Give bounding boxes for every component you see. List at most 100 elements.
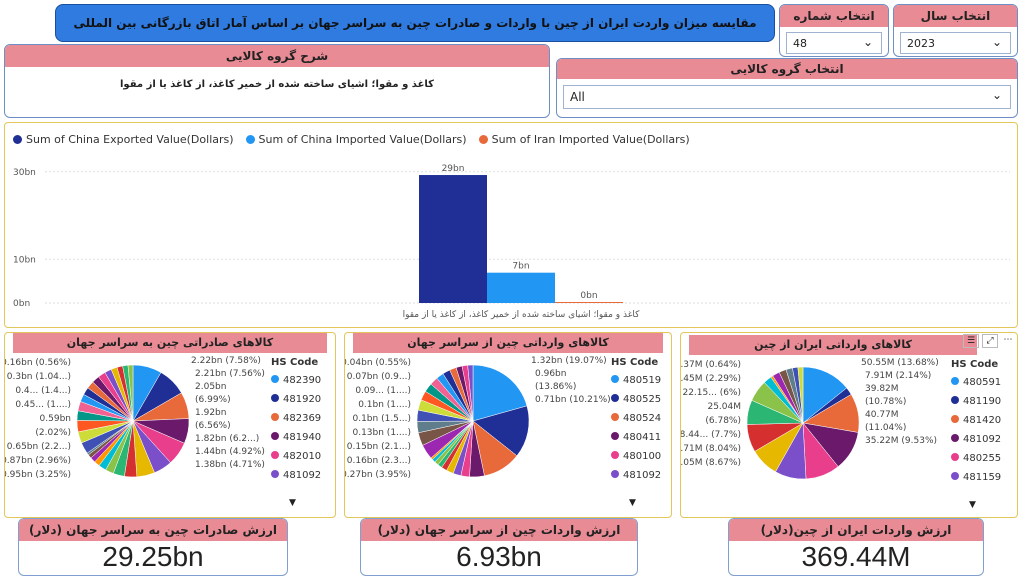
card-value: 6.93bn bbox=[456, 541, 542, 572]
pie-data-label: 0.65bn (2.2...) bbox=[7, 442, 71, 452]
pie-data-label: 0.07bn (0.9...) bbox=[347, 372, 411, 382]
visual-toolbar: ☰ ⤢ ⋯ bbox=[963, 334, 1015, 348]
legend-dot bbox=[951, 453, 959, 461]
legend-dot bbox=[951, 472, 959, 480]
legend-dot bbox=[478, 135, 488, 144]
pie-data-label: 1.32bn (19.07%) bbox=[531, 356, 607, 366]
pie-data-label: 0.04bn (0.55%) bbox=[345, 358, 411, 368]
pie-data-label: 7.91M (2.14%) bbox=[865, 371, 931, 381]
focus-mode-icon[interactable]: ⤢ bbox=[982, 334, 998, 348]
legend-dot bbox=[951, 415, 959, 423]
pie-data-label: 1.38bn (4.71%) bbox=[195, 460, 265, 470]
pie-data-label: (6.99%) bbox=[195, 395, 231, 405]
legend-dot bbox=[271, 413, 279, 421]
pie-data-label: 28.44... (7.7%) bbox=[681, 430, 741, 440]
legend-dot bbox=[951, 377, 959, 385]
chevron-down-icon: ⌄ bbox=[991, 88, 1002, 102]
group-slicer[interactable]: انتخاب گروه کالایی All ⌄ bbox=[556, 58, 1018, 118]
legend-dot bbox=[611, 470, 619, 478]
legend-label: 480411 bbox=[623, 432, 661, 443]
legend-dot bbox=[271, 451, 279, 459]
pie-data-label: 0.27bn (3.95%) bbox=[345, 470, 411, 480]
year-dropdown[interactable]: 2023 ⌄ bbox=[900, 32, 1011, 54]
chevron-down-icon: ⌄ bbox=[991, 35, 1002, 49]
season-dropdown-value: 48 bbox=[793, 37, 807, 50]
legend-label: 480591 bbox=[963, 377, 1001, 388]
legend-label: 481092 bbox=[283, 470, 321, 481]
more-options-icon[interactable]: ⋯ bbox=[1003, 335, 1013, 345]
pie-title: کالاهای وارداتی چین از سراسر جهان bbox=[353, 333, 663, 353]
bar-chart-legend: Sum of China Exported Value(Dollars) Sum… bbox=[13, 133, 690, 146]
season-slicer-label: انتخاب شماره فصل bbox=[780, 5, 888, 45]
group-slicer-label: انتخاب گروه کالایی bbox=[557, 59, 1017, 79]
pie-data-label: 2.37M (0.64%) bbox=[681, 360, 741, 370]
card-value: 29.25bn bbox=[102, 541, 204, 572]
pie-data-label: (11.04%) bbox=[865, 423, 906, 433]
pie-data-label: 0.71bn (10.21%) bbox=[535, 395, 611, 405]
card-china-exports: ارزش صادرات چین به سراسر جهان (دلار) 29.… bbox=[18, 518, 288, 576]
legend-label: 480100 bbox=[623, 451, 661, 462]
group-dropdown[interactable]: All ⌄ bbox=[563, 85, 1011, 109]
bar-chart-panel: Sum of China Exported Value(Dollars) Sum… bbox=[4, 122, 1018, 328]
pie-data-label: (6.78%) bbox=[705, 416, 741, 426]
legend-dot bbox=[271, 375, 279, 383]
legend-label: 480525 bbox=[623, 394, 661, 405]
pie-data-label: (10.78%) bbox=[865, 397, 906, 407]
pie-slice bbox=[802, 366, 848, 424]
pie-slice bbox=[467, 364, 474, 422]
pie-data-label: 0.1bn (1.5...) bbox=[352, 414, 411, 424]
legend-title: HS Code bbox=[951, 359, 998, 370]
bar-data-label: 29bn bbox=[442, 164, 465, 174]
y-tick-label: 30bn bbox=[13, 168, 36, 178]
legend-label: 481092 bbox=[623, 470, 661, 481]
pie-slice bbox=[472, 364, 528, 422]
legend-dot bbox=[271, 470, 279, 478]
legend-dot bbox=[271, 394, 279, 402]
pie-panel-china-exports: کالاهای صادراتی چین به سراسر جهان 2.22bn… bbox=[4, 332, 336, 518]
legend-label: 482010 bbox=[283, 451, 321, 462]
legend-label: 481920 bbox=[283, 394, 321, 405]
card-value: 369.44M bbox=[801, 541, 911, 572]
legend-label: 480519 bbox=[623, 375, 661, 386]
card-iran-imports: ارزش واردات ایران از چین(دلار) 369.44M bbox=[728, 518, 984, 576]
year-slicer[interactable]: انتخاب سال 2023 ⌄ bbox=[893, 4, 1018, 57]
legend-label: 482390 bbox=[283, 375, 321, 386]
pie-chart: 2.22bn (7.58%) 2.21bn (7.56%) 2.05bn (6.99%… bbox=[5, 356, 321, 508]
pie-data-label: 0.16bn (0.56%) bbox=[5, 358, 71, 368]
pie-data-label: 0.09... (1....) bbox=[355, 386, 411, 396]
pie-slice bbox=[472, 405, 530, 457]
pie-data-label: 0.45... (1....) bbox=[15, 400, 71, 410]
bar-2 bbox=[487, 272, 555, 303]
pie-data-label: 0.59bn bbox=[40, 414, 71, 424]
pie-data-label: 0.13bn (1....) bbox=[352, 428, 411, 438]
legend-label: 482369 bbox=[283, 413, 321, 424]
pie-title: کالاهای وارداتی ایران از چین bbox=[689, 335, 977, 355]
filter-icon[interactable]: ☰ bbox=[963, 334, 979, 348]
x-category-label: کاغذ و مقوا؛ اشیای ساخته شده از خمیر کاغ… bbox=[403, 310, 641, 320]
pie-data-label: 0.1bn (1....) bbox=[358, 400, 411, 410]
legend-dot bbox=[245, 135, 255, 144]
pie-data-label: 40.77M bbox=[865, 410, 899, 420]
pie-panel-china-imports: کالاهای وارداتی چین از سراسر جهان 1.32bn… bbox=[344, 332, 672, 518]
pie-data-label: 1.92bn bbox=[195, 408, 226, 418]
legend-more-icon: ▼ bbox=[629, 498, 636, 508]
season-slicer[interactable]: انتخاب شماره فصل 48 ⌄ bbox=[779, 4, 889, 57]
header-title-box: مقایسه میزان واردت ایران از چین با واردا… bbox=[55, 4, 775, 42]
bar-1 bbox=[419, 175, 487, 303]
legend-dot bbox=[611, 375, 619, 383]
description-title: شرح گروه کالایی bbox=[5, 45, 549, 67]
description-text: کاغذ و مقوا؛ اشیای ساخته شده از خمیر کاغ… bbox=[120, 79, 434, 90]
pie-data-label: 2.21bn (7.56%) bbox=[195, 369, 265, 379]
legend-title: HS Code bbox=[271, 357, 318, 368]
legend-label: 481190 bbox=[963, 396, 1001, 407]
card-title: ارزش صادرات چین به سراسر جهان (دلار) bbox=[19, 519, 287, 541]
pie-data-label: 1.44bn (4.92%) bbox=[195, 447, 265, 457]
pie-data-label: 8.45M (2.29%) bbox=[681, 374, 741, 384]
pie-data-label: 0.15bn (2.1...) bbox=[347, 442, 411, 452]
pie-data-label: 0.3bn (1.04...) bbox=[7, 372, 71, 382]
season-dropdown[interactable]: 48 ⌄ bbox=[786, 32, 882, 54]
bar-data-label: 7bn bbox=[512, 262, 529, 272]
pie-data-label: 25.04M bbox=[707, 402, 741, 412]
pie-slice bbox=[127, 364, 134, 422]
card-title: ارزش واردات چین از سراسر جهان (دلار) bbox=[361, 519, 637, 541]
